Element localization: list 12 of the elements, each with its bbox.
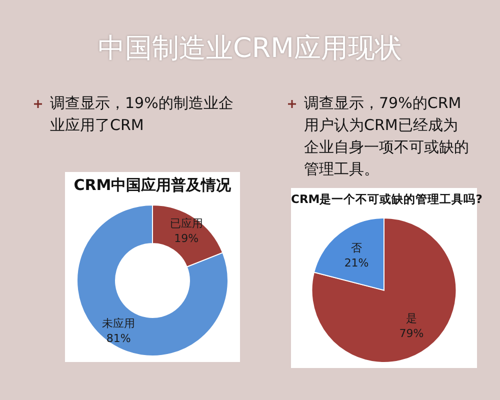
slice-label: 否: [351, 240, 362, 254]
data-label: 79%: [399, 326, 424, 340]
chart-title: CRM是一个不可或缺的管理工具吗?: [291, 192, 482, 207]
slice-label: 未应用: [102, 316, 136, 330]
slice-label: 已应用: [170, 217, 203, 230]
data-label: 19%: [174, 232, 199, 246]
data-label: 21%: [344, 256, 369, 269]
slice-label: 是: [406, 312, 417, 325]
text: 调查显示，79%的CRM用户认为CRM已经成为企业自身一项不可或缺的管理工具。: [304, 93, 470, 180]
data-label: 81%: [106, 332, 131, 345]
text: 调查显示，19%的制造业企业应用了CRM: [50, 93, 234, 136]
chart-title: CRM中国应用普及情况: [72, 176, 232, 195]
